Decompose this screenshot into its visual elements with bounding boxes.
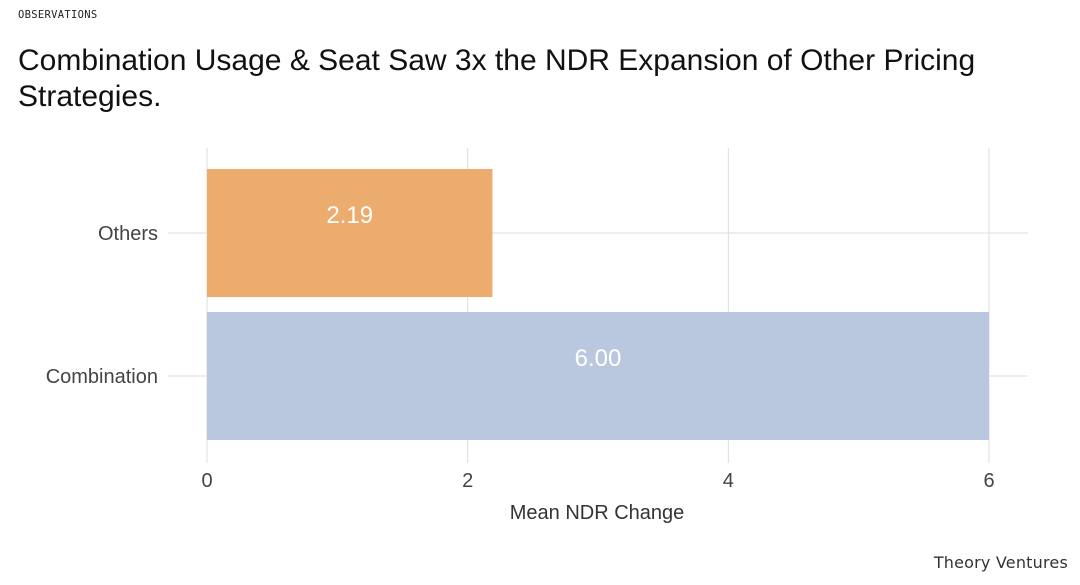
category-label: Combination xyxy=(46,366,158,388)
category-label: Others xyxy=(98,223,158,245)
x-tick-labels: 0 2 4 6 xyxy=(201,470,994,492)
x-tick-label: 6 xyxy=(983,470,994,492)
x-tick-label: 0 xyxy=(201,470,212,492)
data-label: 6.00 xyxy=(575,345,622,372)
x-tick-label: 4 xyxy=(723,470,734,492)
x-axis-label: Mean NDR Change xyxy=(510,502,685,524)
bar-others xyxy=(207,169,493,297)
bar-combination xyxy=(207,312,989,440)
chart-title: Combination Usage & Seat Saw 3x the NDR … xyxy=(18,44,976,113)
brand-footer: Theory Ventures xyxy=(933,553,1068,572)
data-label: 2.19 xyxy=(326,202,373,229)
bars xyxy=(207,169,989,440)
data-labels: 2.19 6.00 xyxy=(326,202,621,372)
category-labels: Others Combination xyxy=(46,223,158,388)
x-tick-label: 2 xyxy=(462,470,473,492)
eyebrow-label: OBSERVATIONS xyxy=(18,9,98,21)
